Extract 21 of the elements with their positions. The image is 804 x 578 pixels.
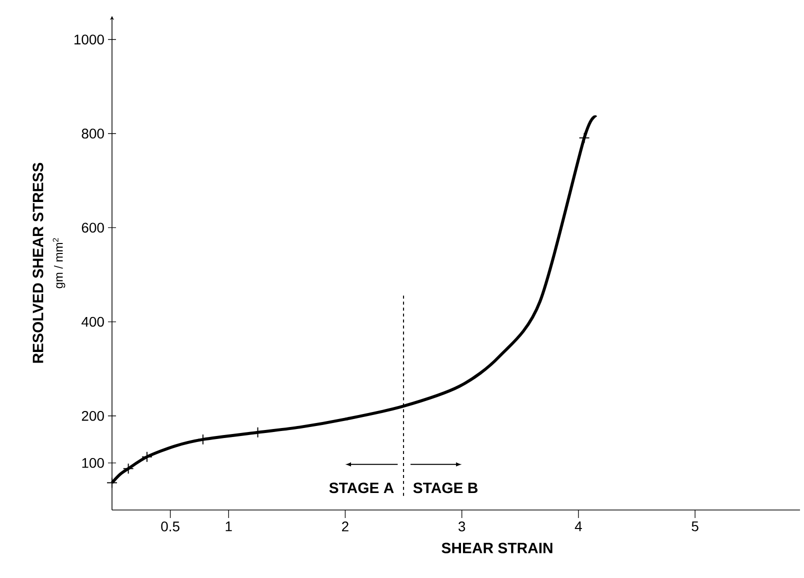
x-tick-label: 1: [226, 522, 232, 532]
y-tick-label: 1000: [74, 34, 104, 44]
y-axis-title: RESOLVED SHEAR STRESS: [32, 162, 44, 363]
y-tick-label: 200: [82, 410, 104, 421]
text: gm / mm$^{2}$: [52, 238, 66, 288]
x-tick-label: 5: [692, 522, 698, 532]
x-tick-label: 2: [342, 522, 348, 532]
point: [142, 451, 152, 462]
x-tick-label: 3: [458, 522, 466, 532]
point: [106, 477, 118, 488]
annotation: STAGE A: [329, 482, 394, 494]
y-tick-label: 400: [82, 316, 104, 327]
x-tick-label: 4: [574, 522, 582, 532]
point: [578, 132, 590, 144]
annotation: STAGE B: [413, 482, 478, 494]
y-tick-label: 100: [82, 458, 104, 468]
x-tick-label: 0.5: [161, 522, 180, 532]
point: [122, 463, 134, 474]
y-tick-label: 600: [82, 222, 104, 233]
x-axis-title: SHEAR STRAIN: [442, 542, 552, 554]
y-tick-label: 800: [82, 128, 104, 139]
